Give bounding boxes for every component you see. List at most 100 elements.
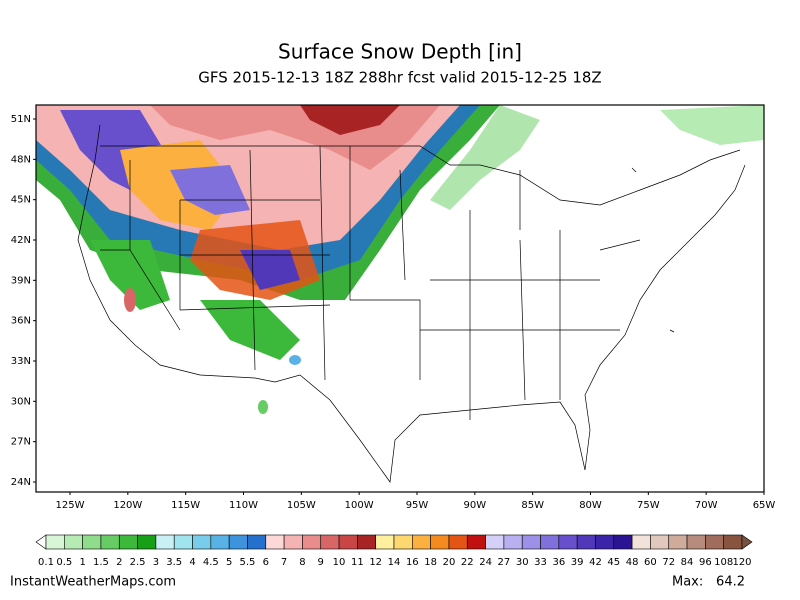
colorbar-label: 84 — [681, 557, 694, 568]
colorbar-swatch — [82, 534, 102, 550]
colorbar-label: 18 — [424, 557, 437, 568]
colorbar-label: 2.5 — [130, 557, 146, 568]
colorbar-label: 12 — [369, 557, 382, 568]
colorbar-label: 3 — [153, 557, 159, 568]
colorbar-swatch — [192, 534, 212, 550]
colorbar-swatch — [118, 534, 138, 550]
lon-label: 125W — [56, 500, 85, 511]
colorbar-swatch — [247, 534, 267, 550]
lat-label: 51N — [11, 114, 31, 125]
colorbar-label: 20 — [443, 557, 456, 568]
colorbar-label: 8 — [299, 557, 305, 568]
colorbar-label: 11 — [351, 557, 364, 568]
colorbar-swatch — [393, 534, 413, 550]
title: Surface Snow Depth [in] — [278, 40, 522, 64]
colorbar-swatch — [137, 534, 157, 550]
colorbar-swatch — [613, 534, 633, 550]
colorbar-label: 39 — [571, 557, 584, 568]
max-label: Max: — [672, 575, 703, 590]
colorbar-swatch — [430, 534, 450, 550]
lon-label: 80W — [579, 500, 602, 511]
colorbar-label: 22 — [461, 557, 474, 568]
colorbar-label: 6 — [263, 557, 269, 568]
lon-label: 90W — [464, 500, 487, 511]
longitude-labels: 125W 120W 115W 110W 105W 100W 95W 90W 85W 80W 75W 7… — [56, 492, 775, 511]
colorbar-swatch — [283, 534, 303, 550]
colorbar-label: 4 — [189, 557, 195, 568]
colorbar-swatch — [485, 534, 505, 550]
lon-label: 75W — [637, 500, 660, 511]
colorbar-above — [741, 534, 753, 550]
colorbar-swatch — [357, 534, 376, 550]
colorbar-label: 45 — [607, 557, 620, 568]
colorbar-label: 10 — [333, 557, 346, 568]
lat-label: 39N — [11, 275, 31, 286]
colorbar-swatch — [558, 534, 578, 550]
colorbar-label: 96 — [699, 557, 712, 568]
colorbar-swatch — [650, 534, 670, 550]
lat-label: 48N — [11, 154, 31, 165]
colorbar-swatch — [320, 534, 340, 550]
colorbar-swatch — [412, 534, 431, 550]
latitude-labels: 51N 48N 45N 42N 39N 36N 33N 30N 27N 24N — [11, 114, 36, 488]
colorbar-swatch — [540, 534, 560, 550]
source: InstantWeatherMaps.com — [10, 575, 176, 590]
colorbar-swatch — [265, 534, 285, 550]
colorbar-label: 48 — [626, 557, 639, 568]
lon-label: 115W — [171, 500, 200, 511]
colorbar-label: 5 — [226, 557, 232, 568]
colorbar-label: 1 — [79, 557, 85, 568]
lat-label: 30N — [11, 396, 31, 407]
colorbar: 0.1 0.5 1 1.5 2 2.5 3 3.5 4 4.5 5 5.5 6 7 8 9 10 11 12 14 16… — [35, 534, 753, 568]
lon-label: 95W — [406, 500, 429, 511]
colorbar-label: 16 — [406, 557, 419, 568]
colorbar-label: 30 — [516, 557, 529, 568]
colorbar-swatch — [595, 534, 615, 550]
lon-label: 70W — [695, 500, 718, 511]
colorbar-swatch — [503, 534, 523, 550]
colorbar-label: 9 — [318, 557, 324, 568]
colorbar-label: 0.5 — [56, 557, 72, 568]
colorbar-swatch — [448, 534, 468, 550]
colorbar-label: 108 — [714, 557, 733, 568]
colorbar-swatch — [64, 534, 83, 550]
colorbar-swatch — [338, 534, 358, 550]
colorbar-swatch — [668, 534, 688, 550]
colorbar-label: 72 — [662, 557, 675, 568]
lon-label: 100W — [345, 500, 374, 511]
colorbar-swatch — [173, 534, 193, 550]
colorbar-label: 14 — [388, 557, 401, 568]
subtitle: GFS 2015-12-13 18Z 288hr fcst valid 2015… — [198, 69, 601, 87]
colorbar-label: 2 — [116, 557, 122, 568]
colorbar-label: 0.1 — [38, 557, 54, 568]
colorbar-swatch — [686, 534, 706, 550]
colorbar-label: 33 — [534, 557, 547, 568]
colorbar-swatch — [100, 534, 120, 550]
lon-label: 110W — [229, 500, 258, 511]
colorbar-swatch — [375, 534, 395, 550]
lat-label: 36N — [11, 316, 31, 327]
colorbar-swatch — [210, 534, 230, 550]
lon-label: 105W — [287, 500, 316, 511]
colorbar-label: 60 — [644, 557, 657, 568]
max-value: 64.2 — [716, 575, 745, 590]
lon-label: 85W — [521, 500, 544, 511]
colorbar-label: 4.5 — [203, 557, 219, 568]
colorbar-swatch — [228, 534, 248, 550]
colorbar-swatch — [466, 534, 486, 550]
colorbar-label: 42 — [589, 557, 602, 568]
colorbar-below — [35, 534, 47, 550]
colorbar-label: 24 — [479, 557, 492, 568]
colorbar-swatch — [705, 534, 724, 550]
lat-label: 24N — [11, 477, 31, 488]
lon-label: 120W — [113, 500, 142, 511]
lat-label: 33N — [11, 356, 31, 367]
colorbar-label: 7 — [281, 557, 287, 568]
lat-label: 42N — [11, 235, 31, 246]
colorbar-swatch — [155, 534, 175, 550]
colorbar-label: 27 — [498, 557, 511, 568]
colorbar-label: 1.5 — [93, 557, 109, 568]
colorbar-label: 3.5 — [166, 557, 182, 568]
